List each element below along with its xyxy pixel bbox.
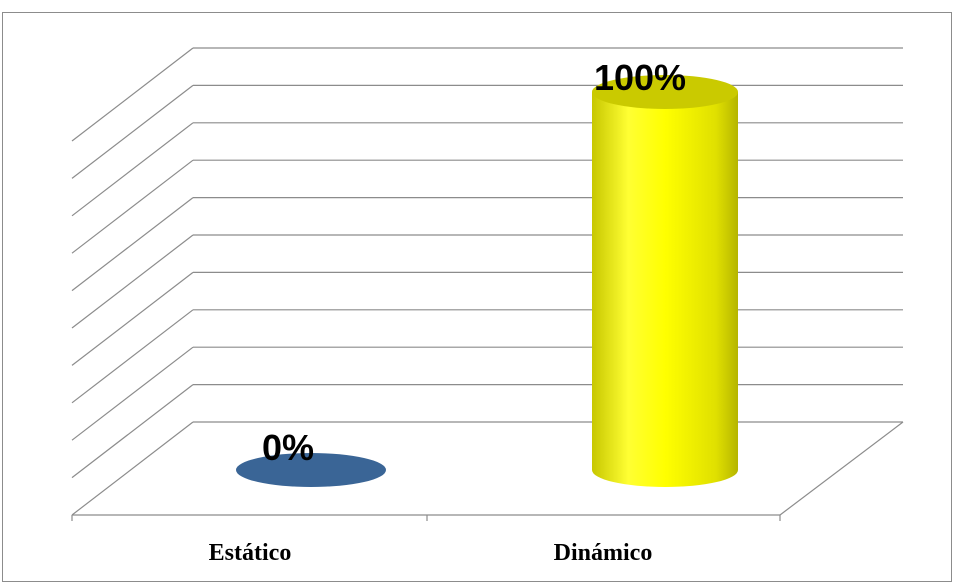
bar-disc	[236, 453, 386, 487]
gridline	[71, 234, 903, 329]
gridline	[71, 384, 903, 479]
gridline	[71, 421, 904, 516]
bar-dinamico	[592, 75, 738, 487]
gridlines	[71, 47, 904, 516]
data-label: 100%	[594, 57, 686, 98]
bars	[236, 75, 738, 487]
gridline	[71, 47, 903, 142]
gridline	[71, 346, 903, 441]
category-label: Dinámico	[554, 540, 653, 566]
gridline	[71, 84, 903, 179]
labels: 0% 100% Estático Dinámico	[209, 57, 686, 566]
bar-estatico	[236, 453, 386, 487]
bar-body	[592, 92, 738, 487]
gridline	[71, 122, 903, 217]
axes	[71, 514, 781, 521]
bar-top	[592, 75, 738, 109]
category-label: Estático	[209, 540, 292, 566]
gridline	[71, 159, 903, 254]
gridline	[71, 271, 903, 366]
data-label: 0%	[262, 427, 314, 468]
gridline	[71, 197, 903, 292]
gridline	[71, 309, 903, 404]
